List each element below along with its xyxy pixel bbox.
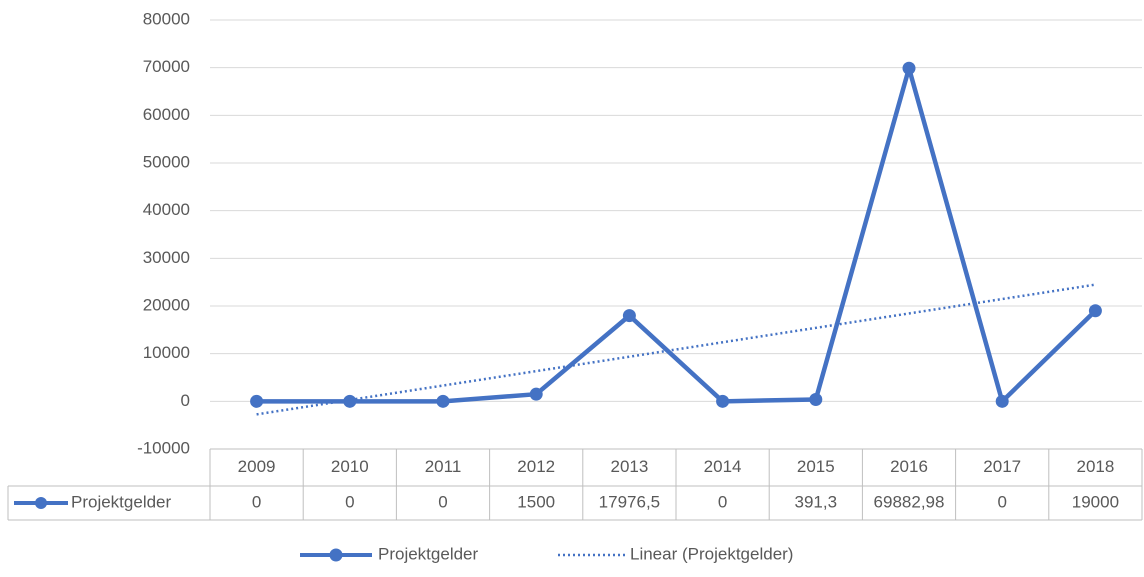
marker <box>995 394 1009 408</box>
x-tick-label: 2014 <box>704 457 742 476</box>
legend-label: Linear (Projektgelder) <box>630 544 793 563</box>
marker <box>529 387 543 401</box>
y-tick-label: 40000 <box>143 200 190 219</box>
table-value: 0 <box>252 492 261 511</box>
y-tick-label: 60000 <box>143 105 190 124</box>
x-tick-label: 2010 <box>331 457 369 476</box>
marker <box>1088 304 1102 318</box>
y-tick-label: 0 <box>181 391 190 410</box>
marker <box>902 61 916 75</box>
y-tick-label: -10000 <box>137 438 190 457</box>
table-value: 0 <box>997 492 1006 511</box>
table-value: 1500 <box>517 492 555 511</box>
legend-label: Projektgelder <box>378 544 479 563</box>
y-tick-label: 30000 <box>143 248 190 267</box>
x-tick-label: 2016 <box>890 457 928 476</box>
series-line <box>256 65 1097 404</box>
y-tick-label: 80000 <box>143 9 190 28</box>
x-tick-label: 2017 <box>983 457 1021 476</box>
table-value: 0 <box>438 492 447 511</box>
marker <box>436 394 450 408</box>
x-tick-label: 2018 <box>1076 457 1114 476</box>
x-tick-label: 2011 <box>425 457 462 476</box>
x-tick-label: 2015 <box>797 457 835 476</box>
table-value: 391,3 <box>795 492 838 511</box>
table-value: 0 <box>718 492 727 511</box>
marker <box>250 394 264 408</box>
table-value: 17976,5 <box>599 492 660 511</box>
x-tick-label: 2013 <box>610 457 648 476</box>
table-key-marker <box>35 497 47 509</box>
y-tick-label: 20000 <box>143 295 190 314</box>
marker <box>622 309 636 323</box>
marker <box>716 394 730 408</box>
x-tick-label: 2009 <box>238 457 276 476</box>
y-tick-label: 70000 <box>143 57 190 76</box>
table-series-name: Projektgelder <box>71 492 172 511</box>
legend-key-marker <box>329 548 343 562</box>
x-tick-label: 2012 <box>517 457 555 476</box>
marker <box>343 394 357 408</box>
table-value: 0 <box>345 492 354 511</box>
y-tick-label: 50000 <box>143 152 190 171</box>
table-value: 69882,98 <box>874 492 945 511</box>
y-tick-label: 10000 <box>143 343 190 362</box>
trendline <box>256 283 1096 416</box>
table-value: 19000 <box>1072 492 1119 511</box>
marker <box>809 392 823 406</box>
